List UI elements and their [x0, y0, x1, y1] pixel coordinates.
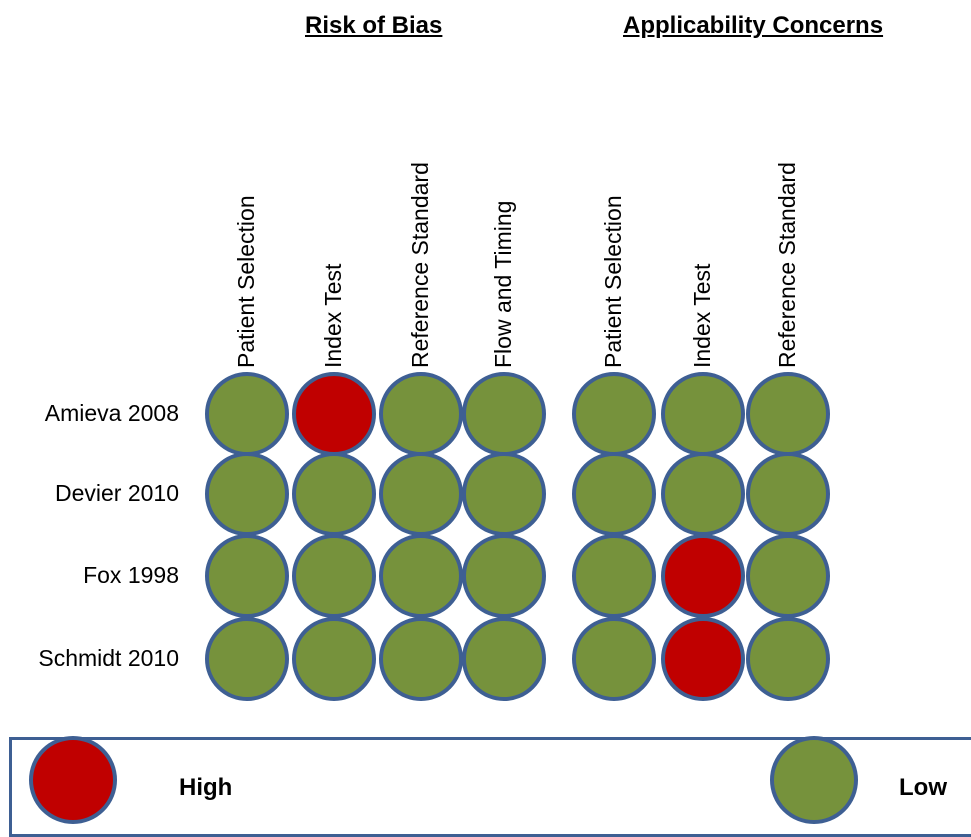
- rating-low-dot: [292, 452, 376, 536]
- rating-low-dot: [746, 372, 830, 456]
- rating-low-dot: [661, 372, 745, 456]
- rating-low-dot: [379, 534, 463, 618]
- rating-high-dot: [661, 534, 745, 618]
- study-label: Amieva 2008: [44, 400, 179, 426]
- rating-low-dot: [661, 452, 745, 536]
- column-label: Flow and Timing: [490, 200, 516, 368]
- rating-low-dot: [462, 617, 546, 701]
- rating-low-dot: [746, 534, 830, 618]
- rating-low-dot: [572, 452, 656, 536]
- rating-low-dot: [572, 617, 656, 701]
- study-label: Schmidt 2010: [38, 645, 179, 671]
- column-label: Reference Standard: [774, 162, 800, 368]
- rating-low-dot: [462, 452, 546, 536]
- column-label: Index Test: [689, 263, 715, 368]
- rating-low-dot: [462, 372, 546, 456]
- rating-low-dot: [462, 534, 546, 618]
- legend: High Low: [9, 736, 971, 837]
- rating-low-dot: [205, 372, 289, 456]
- study-label: Fox 1998: [83, 562, 179, 588]
- rating-low-dot: [379, 452, 463, 536]
- column-label: Patient Selection: [233, 195, 259, 368]
- applicability-concerns-title: Applicability Concerns: [623, 12, 884, 39]
- column-label: Index Test: [320, 263, 346, 368]
- rating-low-dot: [292, 617, 376, 701]
- column-label: Reference Standard: [407, 162, 433, 368]
- rating-low-dot: [205, 452, 289, 536]
- rating-high-dot: [661, 617, 745, 701]
- rating-low-dot: [572, 372, 656, 456]
- rating-low-dot: [292, 534, 376, 618]
- rating-low-dot: [205, 534, 289, 618]
- column-label: Patient Selection: [600, 195, 626, 368]
- rating-low-dot: [572, 534, 656, 618]
- rating-low-dot: [379, 372, 463, 456]
- rating-high-dot: [292, 372, 376, 456]
- study-label: Devier 2010: [54, 480, 179, 506]
- rating-low-dot: [746, 452, 830, 536]
- rating-low-dot: [746, 617, 830, 701]
- legend-low-label: Low: [899, 774, 947, 801]
- rating-low-dot: [379, 617, 463, 701]
- legend-high-label: High: [179, 774, 233, 801]
- rating-low-dot: [205, 617, 289, 701]
- risk-of-bias-title: Risk of Bias: [305, 12, 443, 39]
- legend-high-dot: [29, 736, 117, 824]
- legend-low-dot: [770, 736, 858, 824]
